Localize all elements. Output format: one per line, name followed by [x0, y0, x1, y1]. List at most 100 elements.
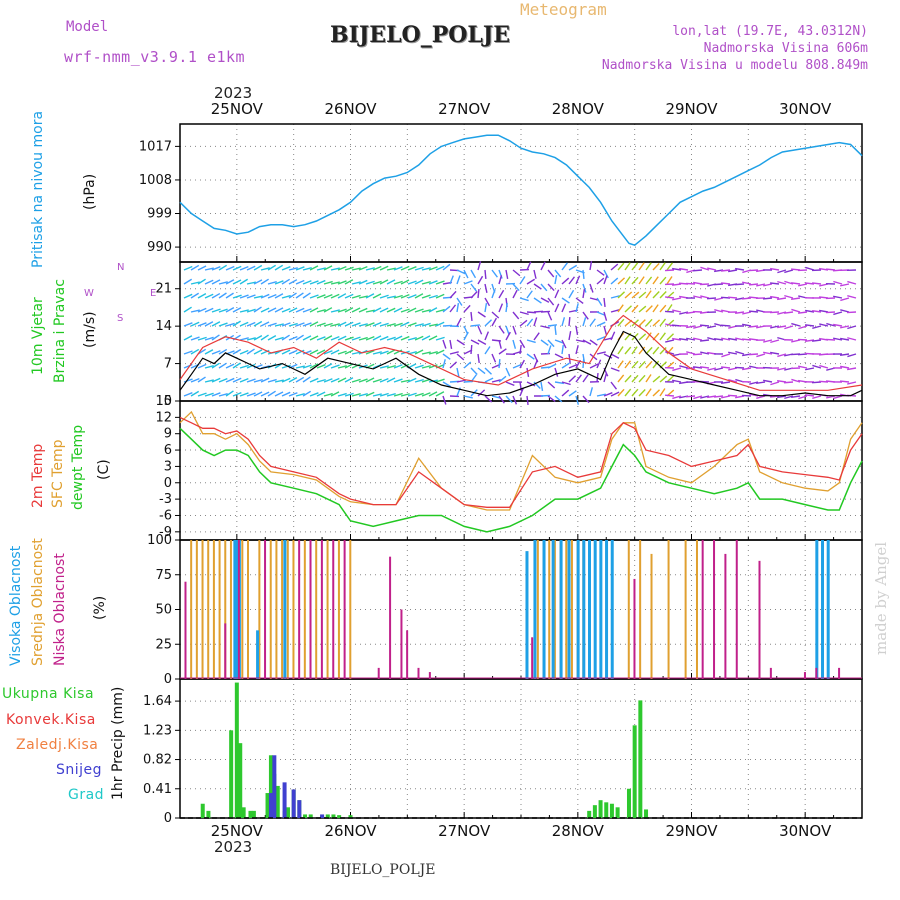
- wind-arrow: [783, 311, 794, 314]
- wind-arrow: [267, 281, 277, 285]
- wind-arrow: [253, 295, 263, 299]
- wind-arrow: [603, 325, 608, 335]
- wind-arrow: [442, 353, 451, 360]
- wind-arrow: [645, 332, 652, 341]
- wind-arrow: [344, 321, 354, 327]
- wind-arrow: [505, 367, 511, 377]
- wind-arrow: [379, 279, 389, 285]
- wind-arrow: [218, 348, 228, 355]
- wind-arrow: [407, 377, 417, 383]
- wind-arrow: [267, 293, 277, 299]
- wind-arrow: [812, 325, 822, 329]
- wind-arrow: [491, 379, 501, 383]
- wind-arrow: [225, 292, 234, 299]
- wind-arrow: [183, 335, 193, 341]
- wind-arrow: [456, 297, 463, 306]
- wind-arrow: [442, 381, 452, 388]
- wind-arrow: [379, 265, 389, 271]
- x-tick-label-bottom: 25NOV: [211, 822, 264, 840]
- wind-arrow: [839, 353, 850, 356]
- wind-arrow: [798, 365, 808, 369]
- y-tick-label: 14: [155, 319, 172, 334]
- wind-arrow: [400, 363, 410, 369]
- wind-arrow: [791, 308, 801, 313]
- wind-arrow: [575, 339, 585, 343]
- wind-arrow: [554, 395, 563, 403]
- cloud-bar: [309, 540, 312, 679]
- wind-arrow: [246, 337, 256, 341]
- wind-arrow: [484, 269, 487, 280]
- wind-arrow: [727, 394, 738, 397]
- wind-arrow: [561, 277, 570, 285]
- wind-arrow: [246, 308, 256, 313]
- wind-arrow: [582, 374, 589, 383]
- wind-arrow: [302, 292, 311, 299]
- wind-arrow: [477, 339, 487, 345]
- cloud-bar: [838, 667, 841, 679]
- legend-freeze: Zaledj.Kisa: [16, 737, 99, 753]
- wind-arrow: [316, 308, 326, 313]
- cloud-bar: [650, 553, 653, 679]
- wind-arrow: [638, 389, 646, 397]
- wind-arrow: [582, 317, 587, 327]
- wind-arrow: [400, 308, 410, 313]
- wind-arrow: [456, 353, 465, 361]
- wind-arrow: [260, 321, 270, 327]
- wind-arrow: [762, 297, 773, 300]
- wind-arrow: [358, 295, 368, 299]
- wind-arrow: [797, 311, 808, 314]
- wind-arrow: [685, 282, 696, 285]
- wind-arrow: [498, 395, 505, 404]
- wind-arrow: [351, 363, 361, 369]
- cloud-bar: [190, 540, 193, 679]
- wind-arrow: [407, 392, 417, 397]
- cloud-bar: [269, 540, 272, 679]
- wind-arrow: [400, 393, 410, 397]
- wind-arrow: [519, 311, 529, 316]
- wind-arrow: [344, 336, 354, 341]
- wind-arrow: [561, 303, 567, 313]
- wind-arrow: [197, 376, 206, 383]
- wind-arrow: [414, 323, 424, 327]
- wind-arrow: [734, 267, 745, 271]
- wind-arrow: [260, 391, 270, 397]
- wind-arrow: [449, 290, 457, 299]
- y-tick-label: -9: [159, 525, 172, 540]
- cloud-bar: [184, 581, 187, 679]
- wind-arrow: [477, 288, 480, 299]
- wind-arrow: [358, 336, 368, 341]
- wind-arrow: [631, 346, 638, 355]
- year-bottom: 2023: [214, 838, 253, 856]
- wind-arrow: [734, 283, 745, 286]
- wind-arrow: [561, 389, 570, 397]
- wind-arrow: [274, 391, 284, 397]
- wind-arrow: [840, 309, 850, 313]
- wind-arrow: [393, 322, 403, 327]
- wind-arrow: [582, 283, 587, 293]
- cloud-bar: [326, 540, 329, 679]
- precip-bar: [644, 809, 649, 818]
- wind-arrow: [624, 388, 632, 397]
- wind-arrow: [728, 269, 738, 273]
- wind-arrow: [386, 295, 396, 299]
- wind-arrow: [498, 275, 503, 285]
- wind-arrow: [498, 325, 505, 334]
- wind-arrow: [428, 307, 438, 313]
- wind-arrow: [777, 395, 787, 399]
- wind-arrow: [323, 335, 333, 341]
- wind-arrow: [372, 293, 382, 299]
- wind-arrow: [190, 348, 200, 355]
- precip-bar: [268, 755, 273, 818]
- wind-arrow: [316, 267, 326, 271]
- wind-arrow: [713, 395, 724, 398]
- wind-arrow: [763, 379, 773, 383]
- wind-arrow: [456, 269, 466, 275]
- wind-arrow: [721, 353, 731, 358]
- cloud-bar: [417, 667, 420, 679]
- wind-arrow: [435, 265, 445, 271]
- wind-arrow: [847, 367, 857, 371]
- wind-arrow: [344, 392, 354, 397]
- wind-arrow: [351, 378, 361, 383]
- cloud-bar: [332, 540, 335, 679]
